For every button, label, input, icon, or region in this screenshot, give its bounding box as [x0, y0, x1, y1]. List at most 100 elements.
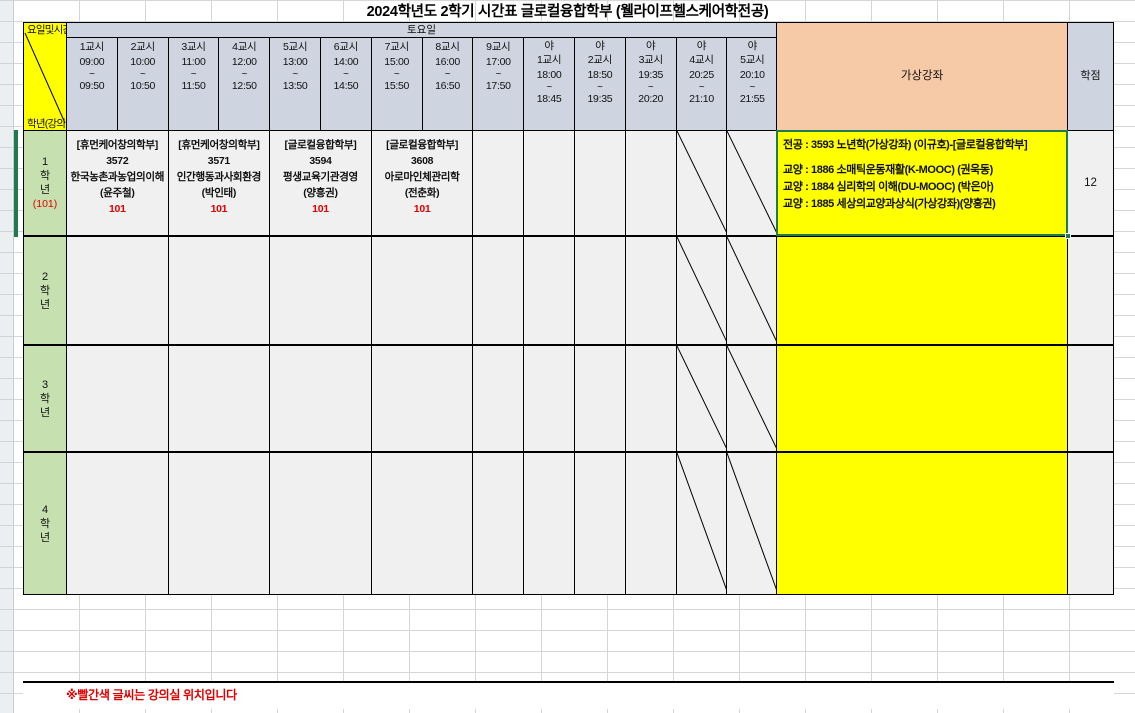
unavailable-period-cell[interactable] — [675, 236, 728, 345]
empty-period-cell[interactable] — [269, 452, 372, 595]
course-professor: (박인태) — [201, 187, 237, 199]
course-code: 3572 — [106, 155, 129, 167]
period-end-time: 19:35 — [587, 93, 613, 105]
empty-period-cell[interactable] — [574, 236, 626, 345]
empty-period-cell[interactable] — [370, 452, 474, 595]
day-header-label: 토요일 — [407, 23, 436, 36]
empty-period-cell[interactable] — [370, 236, 474, 345]
empty-period-cell[interactable] — [574, 452, 626, 595]
empty-period-cell[interactable] — [523, 345, 575, 452]
credit-cell[interactable] — [1067, 452, 1114, 595]
period-header-cell[interactable]: 1교시 09:00 ~09:50 — [66, 37, 118, 131]
row-header-tick — [0, 273, 13, 274]
period-end-time: 21:10 — [689, 93, 714, 105]
course-professor: (양흥권) — [303, 187, 338, 199]
period-header-cell[interactable]: 야 3교시 19:35 ~20:20 — [624, 37, 677, 131]
empty-period-cell[interactable] — [269, 345, 372, 452]
period-end-time: 17:50 — [485, 80, 511, 92]
credit-cell[interactable] — [1067, 345, 1114, 452]
grid-row-line — [0, 630, 1135, 631]
unavailable-period-cell[interactable] — [675, 452, 728, 595]
virtual-course-spacer — [783, 154, 1067, 162]
course-cell[interactable]: [휴먼케어창의학부] 3571 인간행동과사회환경 (박인태) 101 — [167, 130, 271, 236]
period-start-time: 18:50 — [587, 69, 613, 81]
empty-period-cell[interactable] — [523, 236, 575, 345]
period-night-prefix: 야 — [747, 40, 758, 52]
empty-period-cell[interactable] — [523, 452, 575, 595]
empty-period-cell[interactable] — [167, 345, 271, 452]
empty-period-cell[interactable] — [472, 236, 525, 345]
period-header-cell[interactable]: 야 4교시 20:25 ~21:10 — [675, 37, 728, 131]
empty-period-cell[interactable] — [167, 452, 271, 595]
empty-period-cell[interactable] — [472, 130, 525, 236]
year-room-label: (101) — [32, 198, 58, 210]
period-header-cell[interactable]: 5교시 13:00 ~13:50 — [269, 37, 321, 131]
row-header-tick — [0, 42, 13, 43]
unavailable-period-cell[interactable] — [675, 130, 728, 236]
empty-period-cell[interactable] — [624, 452, 677, 595]
empty-period-cell[interactable] — [624, 345, 677, 452]
empty-period-cell[interactable] — [66, 452, 169, 595]
period-header-cell[interactable]: 야 2교시 18:50 ~19:35 — [574, 37, 626, 131]
row-header-tick — [0, 483, 13, 484]
credit-cell[interactable]: 12 — [1067, 130, 1114, 236]
empty-period-cell[interactable] — [66, 236, 169, 345]
empty-period-cell[interactable] — [269, 236, 372, 345]
unavailable-period-cell[interactable] — [726, 130, 779, 236]
course-professor: (윤주철) — [100, 187, 135, 199]
virtual-course-cell[interactable] — [776, 452, 1068, 595]
period-header-cell[interactable]: 야 5교시 20:10 ~21:55 — [726, 37, 779, 131]
unavailable-period-cell[interactable] — [675, 345, 728, 452]
period-header-cell[interactable]: 8교시 16:00 ~16:50 — [421, 37, 474, 131]
empty-period-cell[interactable] — [574, 345, 626, 452]
empty-period-cell[interactable] — [370, 345, 474, 452]
empty-period-cell[interactable] — [624, 130, 677, 236]
period-end-time: 11:50 — [181, 80, 206, 92]
empty-period-cell[interactable] — [167, 236, 271, 345]
course-cell[interactable]: [휴먼케어창의학부] 3572 한국농촌과농업의이해 (윤주철) 101 — [66, 130, 169, 236]
period-end-time: 20:20 — [638, 93, 664, 105]
empty-period-cell[interactable] — [574, 130, 626, 236]
row-header-tick — [0, 462, 13, 463]
empty-period-cell[interactable] — [66, 345, 169, 452]
row-header-tick — [0, 252, 13, 253]
period-header-cell[interactable]: 야 1교시 18:00 ~18:45 — [523, 37, 575, 131]
unavailable-period-cell[interactable] — [726, 236, 779, 345]
empty-period-cell[interactable] — [624, 236, 677, 345]
credit-header[interactable]: 학점 — [1067, 22, 1114, 131]
row-header-strip[interactable] — [0, 0, 14, 713]
unavailable-period-cell[interactable] — [726, 452, 779, 595]
empty-period-cell[interactable] — [523, 130, 575, 236]
course-cell[interactable]: [글로컬융합학부] 3608 아로마인체관리학 (전춘화) 101 — [370, 130, 474, 236]
year-label-line: 년 — [39, 184, 51, 196]
row-header-tick — [0, 315, 13, 316]
empty-period-cell[interactable] — [472, 452, 525, 595]
diagonal-strike-icon — [676, 346, 727, 451]
period-start-time: 19:35 — [638, 69, 664, 81]
year-label-line: 년 — [39, 406, 51, 419]
unavailable-period-cell[interactable] — [726, 345, 779, 452]
virtual-course-cell[interactable] — [776, 236, 1068, 345]
selection-fill-handle[interactable] — [1065, 233, 1071, 239]
corner-header-cell[interactable]: 요일및시간 학년(강의실) — [23, 22, 67, 131]
virtual-course-cell[interactable] — [776, 345, 1068, 452]
course-cell[interactable]: [글로컬융합학부] 3594 평생교육기관경영 (양흥권) 101 — [269, 130, 372, 236]
empty-period-cell[interactable] — [472, 345, 525, 452]
year-label-cell[interactable]: 1 학 년 (101) — [23, 130, 67, 236]
period-end-time: 14:50 — [333, 80, 359, 92]
period-header-cell[interactable]: 7교시 15:00 ~15:50 — [370, 37, 423, 131]
period-header-cell[interactable]: 9교시 17:00 ~17:50 — [472, 37, 525, 131]
period-header-cell[interactable]: 4교시 12:00 ~12:50 — [218, 37, 271, 131]
credit-cell[interactable] — [1067, 236, 1114, 345]
virtual-course-cell[interactable]: 전공 : 3593 노년학(가상강좌) (이규호)-[글로컬융합학부] 교양 : … — [776, 130, 1068, 236]
period-header-cell[interactable]: 6교시 14:00 ~14:50 — [320, 37, 372, 131]
period-start-time: 17:00 — [485, 56, 511, 68]
footer-note-row — [23, 681, 1114, 709]
virtual-course-header[interactable]: 가상강좌 — [776, 22, 1068, 131]
period-header-cell[interactable]: 3교시 11:00 ~11:50 — [167, 37, 220, 131]
period-header-cell[interactable]: 2교시 10:00 ~10:50 — [116, 37, 169, 131]
day-header-saturday[interactable]: 토요일 — [66, 22, 777, 38]
